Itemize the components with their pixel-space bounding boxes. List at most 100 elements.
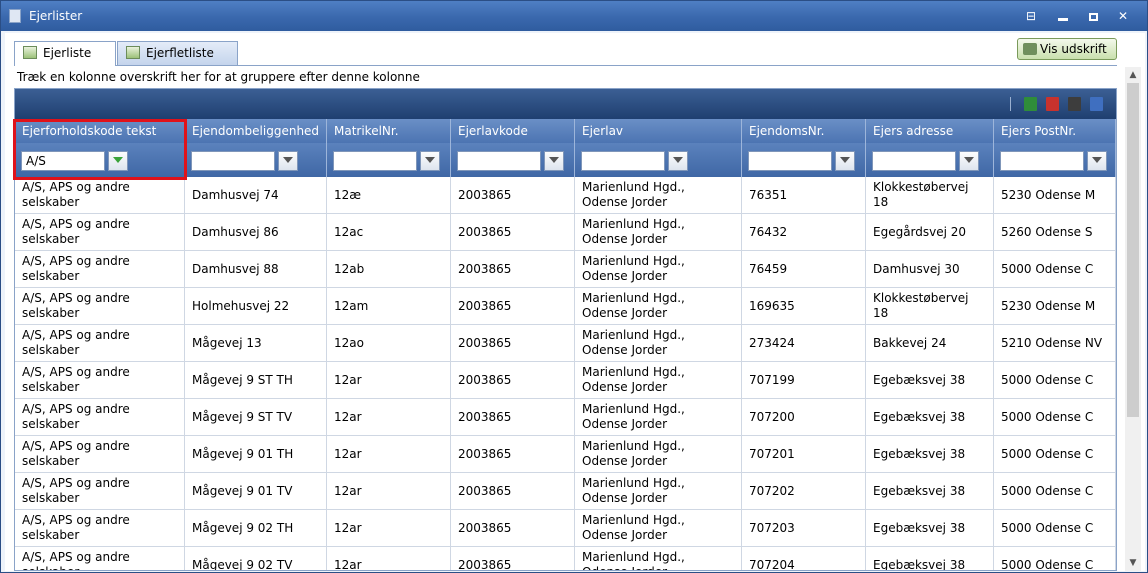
table-cell-ejerlavkode[interactable]: 2003865 xyxy=(451,510,575,547)
table-cell-ejendomsnr[interactable]: 76459 xyxy=(742,251,866,288)
table-cell-matrikelnr[interactable]: 12æ xyxy=(327,177,451,214)
scroll-down-icon[interactable]: ▼ xyxy=(1129,558,1137,568)
table-cell-ejers-adresse[interactable]: Egebæksvej 38 xyxy=(866,362,994,399)
column-header-ejerforholdskode[interactable]: Ejerforholdskode tekst xyxy=(15,119,185,143)
maximize-button[interactable] xyxy=(1083,7,1103,25)
table-cell-ejerlavkode[interactable]: 2003865 xyxy=(451,399,575,436)
table-cell-ejerforholdskode[interactable]: A/S, APS og andre selskaber xyxy=(15,436,185,473)
table-cell-ejerlavkode[interactable]: 2003865 xyxy=(451,325,575,362)
tab-ejerfletliste[interactable]: Ejerfletliste xyxy=(117,41,238,65)
table-cell-ejendombeliggenhed[interactable]: Mågevej 9 ST TV xyxy=(185,399,327,436)
table-cell-ejerlav[interactable]: Marienlund Hgd., Odense Jorder xyxy=(575,547,742,570)
filter-funnel-icon[interactable] xyxy=(544,151,564,171)
table-cell-ejendombeliggenhed[interactable]: Mågevej 13 xyxy=(185,325,327,362)
tab-ejerliste[interactable]: Ejerliste xyxy=(14,41,116,66)
table-cell-ejers-postnr[interactable]: 5000 Odense C xyxy=(994,473,1116,510)
filter-funnel-icon[interactable] xyxy=(1087,151,1107,171)
column-header-ejendomsnr[interactable]: EjendomsNr. xyxy=(742,119,866,143)
table-cell-ejendomsnr[interactable]: 707204 xyxy=(742,547,866,570)
table-cell-ejerlav[interactable]: Marienlund Hgd., Odense Jorder xyxy=(575,177,742,214)
table-cell-ejendombeliggenhed[interactable]: Mågevej 9 01 TV xyxy=(185,473,327,510)
table-cell-matrikelnr[interactable]: 12ar xyxy=(327,362,451,399)
table-cell-matrikelnr[interactable]: 12ar xyxy=(327,510,451,547)
table-cell-ejers-adresse[interactable]: Bakkevej 24 xyxy=(866,325,994,362)
table-cell-ejendombeliggenhed[interactable]: Mågevej 9 02 TV xyxy=(185,547,327,570)
table-cell-ejendomsnr[interactable]: 76351 xyxy=(742,177,866,214)
table-cell-ejerforholdskode[interactable]: A/S, APS og andre selskaber xyxy=(15,325,185,362)
table-cell-ejers-postnr[interactable]: 5260 Odense S xyxy=(994,214,1116,251)
column-header-ejerlavkode[interactable]: Ejerlavkode xyxy=(451,119,575,143)
table-cell-matrikelnr[interactable]: 12ar xyxy=(327,473,451,510)
filter-input-ejers-adresse[interactable] xyxy=(872,151,956,171)
table-cell-ejers-postnr[interactable]: 5230 Odense M xyxy=(994,288,1116,325)
table-cell-ejers-adresse[interactable]: Klokkestøbervej 18 xyxy=(866,288,994,325)
table-cell-ejendombeliggenhed[interactable]: Damhusvej 74 xyxy=(185,177,327,214)
table-cell-ejendombeliggenhed[interactable]: Holmehusvej 22 xyxy=(185,288,327,325)
column-header-ejerlav[interactable]: Ejerlav xyxy=(575,119,742,143)
table-cell-ejendomsnr[interactable]: 273424 xyxy=(742,325,866,362)
table-cell-ejendombeliggenhed[interactable]: Mågevej 9 01 TH xyxy=(185,436,327,473)
table-cell-ejers-adresse[interactable]: Egegårdsvej 20 xyxy=(866,214,994,251)
table-cell-ejers-postnr[interactable]: 5000 Odense C xyxy=(994,251,1116,288)
table-cell-ejendombeliggenhed[interactable]: Damhusvej 88 xyxy=(185,251,327,288)
table-cell-matrikelnr[interactable]: 12ar xyxy=(327,436,451,473)
table-cell-ejers-postnr[interactable]: 5000 Odense C xyxy=(994,510,1116,547)
table-cell-matrikelnr[interactable]: 12ao xyxy=(327,325,451,362)
csv-export-icon[interactable] xyxy=(1068,97,1081,111)
pdf-export-icon[interactable] xyxy=(1046,97,1059,111)
filter-input-ejendomsnr[interactable] xyxy=(748,151,832,171)
table-cell-ejerlav[interactable]: Marienlund Hgd., Odense Jorder xyxy=(575,325,742,362)
filter-input-ejerlavkode[interactable] xyxy=(457,151,541,171)
table-cell-ejers-postnr[interactable]: 5210 Odense NV xyxy=(994,325,1116,362)
table-cell-ejerlavkode[interactable]: 2003865 xyxy=(451,288,575,325)
table-cell-ejers-adresse[interactable]: Damhusvej 30 xyxy=(866,251,994,288)
filter-input-matrikelnr[interactable] xyxy=(333,151,417,171)
column-header-ejendombeliggenhed[interactable]: Ejendombeliggenhed xyxy=(185,119,327,143)
table-cell-ejerforholdskode[interactable]: A/S, APS og andre selskaber xyxy=(15,547,185,570)
table-cell-ejendomsnr[interactable]: 707199 xyxy=(742,362,866,399)
table-cell-ejerlavkode[interactable]: 2003865 xyxy=(451,436,575,473)
table-cell-ejerlavkode[interactable]: 2003865 xyxy=(451,473,575,510)
table-cell-ejendomsnr[interactable]: 707203 xyxy=(742,510,866,547)
filter-funnel-icon[interactable] xyxy=(959,151,979,171)
table-cell-ejendomsnr[interactable]: 707202 xyxy=(742,473,866,510)
table-cell-matrikelnr[interactable]: 12ab xyxy=(327,251,451,288)
table-cell-ejerlavkode[interactable]: 2003865 xyxy=(451,362,575,399)
table-cell-ejers-postnr[interactable]: 5000 Odense C xyxy=(994,436,1116,473)
table-cell-ejerlavkode[interactable]: 2003865 xyxy=(451,214,575,251)
table-cell-ejerlav[interactable]: Marienlund Hgd., Odense Jorder xyxy=(575,399,742,436)
table-cell-ejerlav[interactable]: Marienlund Hgd., Odense Jorder xyxy=(575,510,742,547)
table-cell-ejerforholdskode[interactable]: A/S, APS og andre selskaber xyxy=(15,510,185,547)
filter-input-ejendombeliggenhed[interactable] xyxy=(191,151,275,171)
table-cell-ejerlavkode[interactable]: 2003865 xyxy=(451,177,575,214)
table-cell-ejerlavkode[interactable]: 2003865 xyxy=(451,251,575,288)
table-cell-ejers-postnr[interactable]: 5000 Odense C xyxy=(994,362,1116,399)
column-header-matrikelnr[interactable]: MatrikelNr. xyxy=(327,119,451,143)
table-cell-matrikelnr[interactable]: 12am xyxy=(327,288,451,325)
filter-funnel-icon[interactable] xyxy=(108,151,128,171)
table-cell-ejendombeliggenhed[interactable]: Mågevej 9 ST TH xyxy=(185,362,327,399)
table-cell-ejerlavkode[interactable]: 2003865 xyxy=(451,547,575,570)
table-cell-ejerforholdskode[interactable]: A/S, APS og andre selskaber xyxy=(15,399,185,436)
table-cell-ejerlav[interactable]: Marienlund Hgd., Odense Jorder xyxy=(575,436,742,473)
column-header-ejers-postnr[interactable]: Ejers PostNr. xyxy=(994,119,1116,143)
table-cell-ejerlav[interactable]: Marienlund Hgd., Odense Jorder xyxy=(575,251,742,288)
vis-udskrift-button[interactable]: Vis udskrift xyxy=(1017,38,1117,60)
table-cell-ejerlav[interactable]: Marienlund Hgd., Odense Jorder xyxy=(575,362,742,399)
table-cell-ejers-adresse[interactable]: Egebæksvej 38 xyxy=(866,510,994,547)
table-cell-ejers-adresse[interactable]: Egebæksvej 38 xyxy=(866,547,994,570)
minimize-button[interactable] xyxy=(1053,7,1073,25)
close-button[interactable]: ✕ xyxy=(1117,9,1129,23)
table-cell-ejers-adresse[interactable]: Egebæksvej 38 xyxy=(866,399,994,436)
filter-funnel-icon[interactable] xyxy=(420,151,440,171)
table-cell-ejers-postnr[interactable]: 5000 Odense C xyxy=(994,547,1116,570)
excel-export-icon[interactable] xyxy=(1024,97,1037,111)
filter-funnel-icon[interactable] xyxy=(668,151,688,171)
column-header-ejers-adresse[interactable]: Ejers adresse xyxy=(866,119,994,143)
scrollbar-thumb[interactable] xyxy=(1127,83,1139,417)
table-cell-ejendomsnr[interactable]: 707201 xyxy=(742,436,866,473)
scroll-up-icon[interactable]: ▲ xyxy=(1129,70,1137,80)
table-cell-ejers-adresse[interactable]: Egebæksvej 38 xyxy=(866,436,994,473)
table-cell-ejers-postnr[interactable]: 5230 Odense M xyxy=(994,177,1116,214)
table-cell-matrikelnr[interactable]: 12ar xyxy=(327,547,451,570)
